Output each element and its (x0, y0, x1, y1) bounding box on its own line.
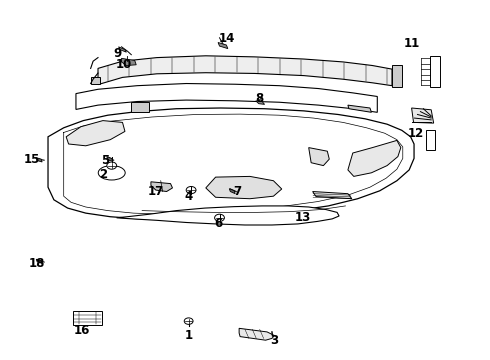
Text: 4: 4 (185, 190, 193, 203)
Polygon shape (91, 77, 100, 84)
Polygon shape (122, 58, 136, 66)
Text: 8: 8 (256, 93, 264, 105)
Polygon shape (48, 108, 414, 219)
Polygon shape (412, 108, 434, 123)
Polygon shape (119, 47, 126, 52)
Text: 13: 13 (294, 211, 311, 224)
Polygon shape (73, 311, 102, 325)
Polygon shape (107, 157, 113, 161)
Text: 15: 15 (24, 153, 40, 166)
Text: 11: 11 (403, 37, 420, 50)
Polygon shape (151, 182, 172, 192)
Polygon shape (392, 65, 402, 87)
Text: 16: 16 (74, 324, 91, 337)
Ellipse shape (98, 166, 125, 180)
Text: 6: 6 (214, 217, 222, 230)
Polygon shape (348, 140, 401, 176)
Polygon shape (348, 105, 371, 112)
Polygon shape (313, 192, 352, 199)
Polygon shape (309, 148, 329, 166)
Circle shape (107, 162, 117, 169)
Polygon shape (430, 56, 440, 87)
Polygon shape (256, 101, 265, 104)
Polygon shape (206, 176, 282, 199)
Text: 1: 1 (185, 329, 193, 342)
Polygon shape (36, 259, 43, 264)
Text: 18: 18 (28, 257, 45, 270)
Text: 10: 10 (115, 58, 132, 71)
Circle shape (184, 318, 193, 324)
Polygon shape (239, 328, 274, 340)
Text: 2: 2 (99, 168, 107, 181)
Polygon shape (98, 56, 392, 86)
Text: 7: 7 (234, 185, 242, 198)
Text: 14: 14 (218, 32, 235, 45)
Text: 5: 5 (101, 154, 109, 167)
Text: 3: 3 (270, 334, 278, 347)
Polygon shape (229, 189, 235, 194)
Circle shape (186, 186, 196, 194)
Polygon shape (218, 42, 228, 49)
Text: 17: 17 (147, 185, 164, 198)
Polygon shape (66, 121, 125, 146)
Polygon shape (117, 206, 339, 225)
Circle shape (215, 214, 224, 221)
Text: 12: 12 (407, 127, 424, 140)
Polygon shape (426, 130, 435, 150)
Polygon shape (36, 158, 42, 162)
Polygon shape (76, 84, 377, 112)
Polygon shape (131, 102, 149, 112)
Text: 9: 9 (114, 47, 122, 60)
